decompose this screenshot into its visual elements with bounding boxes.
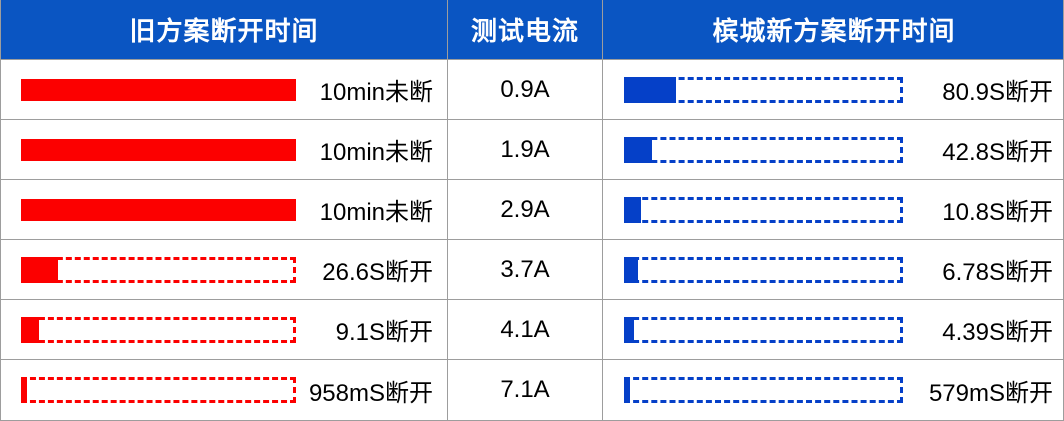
old-time-label: 10min未断 — [319, 199, 433, 226]
old-time-label: 26.6S断开 — [322, 259, 433, 286]
new-solution-cell: 10.8S断开 — [603, 180, 1063, 239]
header-new-solution-label: 槟城新方案断开时间 — [712, 16, 956, 46]
new-bar-track — [624, 196, 903, 224]
new-bar-scale-outline — [624, 256, 903, 283]
new-solution-cell: 579mS断开 — [603, 360, 1063, 420]
old-bar-track — [21, 256, 296, 284]
table-row: 958mS断开 7.1A 579mS断开 — [1, 360, 1063, 420]
new-solution-cell: 4.39S断开 — [603, 300, 1063, 359]
new-time-label: 42.8S断开 — [942, 139, 1053, 166]
test-current-cell: 7.1A — [448, 360, 603, 420]
new-time-label: 579mS断开 — [928, 379, 1053, 407]
new-bar — [624, 136, 652, 163]
header-new-solution: 槟城新方案断开时间 — [603, 0, 1063, 59]
old-bar — [21, 256, 59, 283]
old-bar-track — [21, 136, 296, 164]
new-bar-track — [624, 316, 903, 344]
table-row: 10min未断 1.9A 42.8S断开 — [1, 120, 1063, 180]
new-bar — [624, 196, 642, 223]
table-row: 10min未断 2.9A 10.8S断开 — [1, 180, 1063, 240]
test-current-cell: 3.7A — [448, 240, 603, 299]
new-bar-scale-outline — [624, 196, 903, 223]
new-solution-cell: 42.8S断开 — [603, 120, 1063, 179]
test-current-value: 1.9A — [500, 135, 550, 163]
old-time-label: 10min未断 — [319, 139, 433, 166]
old-solution-cell: 10min未断 — [1, 120, 448, 179]
test-current-value: 0.9A — [500, 75, 550, 103]
new-bar — [624, 377, 631, 403]
new-bar-scale-outline — [624, 136, 903, 163]
old-time-label: 10min未断 — [319, 79, 433, 106]
table-row: 9.1S断开 4.1A 4.39S断开 — [1, 300, 1063, 360]
table-body: 10min未断 0.9A 80.9S断开 10min未断 1.9A 42.8S断开 10mi… — [1, 60, 1063, 420]
new-bar — [624, 76, 676, 103]
new-time-label: 80.9S断开 — [942, 79, 1053, 106]
old-bar-track — [21, 376, 296, 404]
new-bar — [624, 256, 638, 283]
old-bar — [21, 377, 28, 403]
old-solution-cell: 958mS断开 — [1, 360, 448, 420]
test-current-cell: 0.9A — [448, 60, 603, 119]
table-row: 10min未断 0.9A 80.9S断开 — [1, 60, 1063, 120]
old-time-label: 9.1S断开 — [335, 319, 433, 346]
new-bar — [624, 316, 635, 343]
test-current-value: 2.9A — [500, 195, 550, 223]
old-solution-cell: 9.1S断开 — [1, 300, 448, 359]
old-time-label: 958mS断开 — [308, 379, 433, 407]
new-bar-track — [624, 256, 903, 284]
old-bar — [21, 316, 39, 343]
new-solution-cell: 6.78S断开 — [603, 240, 1063, 299]
old-solution-cell: 10min未断 — [1, 60, 448, 119]
new-bar-scale-outline — [624, 377, 903, 403]
old-bar-track — [21, 196, 296, 224]
old-solution-cell: 10min未断 — [1, 180, 448, 239]
test-current-cell: 2.9A — [448, 180, 603, 239]
old-bar — [21, 78, 296, 101]
old-bar-scale-outline — [21, 377, 296, 403]
new-time-label: 4.39S断开 — [942, 319, 1053, 346]
header-test-current-label: 测试电流 — [470, 16, 579, 46]
old-bar-track — [21, 316, 296, 344]
new-bar-scale-outline — [624, 316, 903, 343]
test-current-cell: 4.1A — [448, 300, 603, 359]
header-test-current: 测试电流 — [448, 0, 603, 59]
new-bar-scale-outline — [624, 76, 903, 103]
old-bar-scale-outline — [21, 256, 296, 283]
new-bar-track — [624, 376, 903, 404]
old-solution-cell: 26.6S断开 — [1, 240, 448, 299]
test-current-value: 7.1A — [500, 376, 550, 403]
test-current-value: 3.7A — [500, 255, 550, 283]
new-solution-cell: 80.9S断开 — [603, 60, 1063, 119]
header-old-solution: 旧方案断开时间 — [1, 0, 448, 59]
old-bar-scale-outline — [21, 316, 296, 343]
table-header-row: 旧方案断开时间 测试电流 槟城新方案断开时间 — [1, 0, 1063, 60]
new-time-label: 10.8S断开 — [942, 199, 1053, 226]
header-old-solution-label: 旧方案断开时间 — [129, 16, 319, 46]
old-bar — [21, 198, 296, 221]
test-current-value: 4.1A — [500, 315, 550, 343]
test-current-cell: 1.9A — [448, 120, 603, 179]
new-bar-track — [624, 136, 903, 164]
new-bar-track — [624, 76, 903, 104]
old-bar — [21, 138, 296, 161]
table-row: 26.6S断开 3.7A 6.78S断开 — [1, 240, 1063, 300]
new-time-label: 6.78S断开 — [942, 259, 1053, 286]
old-bar-track — [21, 76, 296, 104]
